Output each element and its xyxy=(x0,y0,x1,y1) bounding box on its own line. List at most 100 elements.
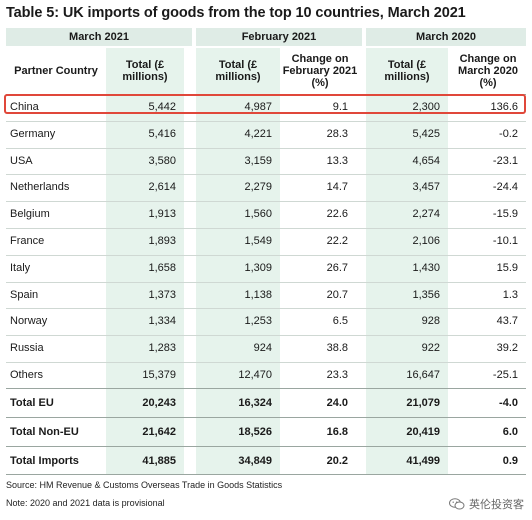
group-header-march-2020: March 2020 xyxy=(366,28,526,46)
table-row: Others 15,379 12,470 23.3 16,647 -25.1 xyxy=(6,365,526,385)
total-row: Total EU 20,243 16,324 24.0 21,079 -4.0 xyxy=(6,393,526,413)
wechat-icon xyxy=(449,498,465,510)
total-divider xyxy=(6,446,526,447)
cell-chg-mar20: 39.2 xyxy=(496,342,518,355)
cell-mar20: 2,300 xyxy=(412,101,440,113)
cell-feb21: 34,849 xyxy=(238,455,272,467)
cell-country: Spain xyxy=(10,288,39,301)
cell-chg-mar20: 0.9 xyxy=(502,455,518,467)
table-row: Italy 1,658 1,309 26.7 1,430 15.9 xyxy=(6,258,526,278)
china-row-highlight xyxy=(4,94,526,114)
cell-mar21: 20,243 xyxy=(142,397,176,409)
cell-chg-feb: 14.7 xyxy=(326,181,348,194)
cell-mar21: 1,913 xyxy=(148,208,176,221)
cell-mar21: 1,283 xyxy=(148,342,176,355)
cell-chg-mar20: -0.2 xyxy=(499,127,518,140)
row-divider xyxy=(6,281,526,283)
cell-chg-mar20: -15.9 xyxy=(492,208,518,221)
cell-feb21: 924 xyxy=(253,342,272,355)
cell-chg-feb: 26.7 xyxy=(326,261,348,274)
cell-mar21: 21,642 xyxy=(142,426,176,438)
cell-mar21: 1,658 xyxy=(148,261,176,274)
cell-chg-feb: 38.8 xyxy=(326,342,348,355)
cell-chg-feb: 23.3 xyxy=(326,369,348,381)
row-divider xyxy=(6,335,526,337)
row-divider xyxy=(6,308,526,310)
group-header-february-2021: February 2021 xyxy=(196,28,362,46)
cell-mar20: 1,430 xyxy=(412,261,440,274)
cell-chg-mar20: 15.9 xyxy=(496,261,518,274)
cell-mar21: 1,334 xyxy=(148,315,176,328)
cell-mar21: 15,379 xyxy=(142,369,176,381)
cell-country: Others xyxy=(10,369,44,381)
cell-feb21: 12,470 xyxy=(238,369,272,381)
cell-chg-mar20: -10.1 xyxy=(492,235,518,247)
cell-country: Italy xyxy=(10,261,31,274)
cell-country: Netherlands xyxy=(10,181,70,194)
col-header-mar21-total: Total (£ millions) xyxy=(122,59,168,83)
cell-chg-mar20: -25.1 xyxy=(492,369,518,381)
cell-chg-feb: 24.0 xyxy=(326,397,348,409)
total-divider xyxy=(6,388,526,389)
row-divider xyxy=(6,120,526,122)
col-header-mar20-total: Total (£ millions) xyxy=(384,59,430,83)
col-header-mar20-change: Change on March 2020 (%) xyxy=(458,53,518,89)
cell-chg-mar20: 136.6 xyxy=(490,101,518,113)
row-divider xyxy=(6,228,526,229)
cell-feb21: 4,221 xyxy=(244,127,272,140)
cell-country: France xyxy=(10,235,45,247)
cell-chg-mar20: 1.3 xyxy=(502,288,518,301)
cell-country: Total Imports xyxy=(10,455,79,467)
shade-col-mar21 xyxy=(106,48,184,474)
cell-chg-feb: 13.3 xyxy=(326,154,348,167)
cell-feb21: 1,560 xyxy=(244,208,272,221)
cell-mar20: 928 xyxy=(421,315,440,328)
cell-feb21: 3,159 xyxy=(244,154,272,167)
col-header-feb21-change: Change on February 2021 (%) xyxy=(282,53,358,89)
table-title: Table 5: UK imports of goods from the to… xyxy=(6,5,466,21)
table-row: Netherlands 2,614 2,279 14.7 3,457 -24.4 xyxy=(6,177,526,197)
cell-country: Norway xyxy=(10,315,48,328)
cell-mar20: 4,654 xyxy=(412,154,440,167)
cell-feb21: 16,324 xyxy=(238,397,272,409)
provisional-note: Note: 2020 and 2021 data is provisional xyxy=(6,498,165,508)
table-bottom-border xyxy=(6,474,526,475)
table-row: Spain 1,373 1,138 20.7 1,356 1.3 xyxy=(6,285,526,305)
total-row: Total Imports 41,885 34,849 20.2 41,499 0.9 xyxy=(6,451,526,471)
row-divider xyxy=(6,362,526,363)
row-divider xyxy=(6,174,526,176)
cell-country: Belgium xyxy=(10,208,50,221)
cell-mar20: 20,419 xyxy=(406,426,440,438)
watermark-text: 英伦投资客 xyxy=(469,499,524,511)
cell-mar21: 5,416 xyxy=(148,127,176,140)
table-row: Norway 1,334 1,253 6.5 928 43.7 xyxy=(6,311,526,331)
cell-chg-mar20: 6.0 xyxy=(502,426,518,438)
cell-country: Germany xyxy=(10,127,56,140)
cell-feb21: 2,279 xyxy=(244,181,272,194)
cell-chg-feb: 16.8 xyxy=(326,426,348,438)
row-divider xyxy=(6,201,526,203)
cell-mar20: 922 xyxy=(421,342,440,355)
cell-chg-feb: 6.5 xyxy=(332,315,348,328)
cell-mar20: 3,457 xyxy=(412,181,440,194)
cell-chg-mar20: -4.0 xyxy=(499,397,518,409)
cell-chg-mar20: 43.7 xyxy=(496,315,518,328)
cell-country: Total EU xyxy=(10,397,54,409)
cell-chg-feb: 9.1 xyxy=(332,101,348,113)
cell-mar20: 16,647 xyxy=(406,369,440,381)
cell-mar21: 1,373 xyxy=(148,288,176,301)
cell-mar21: 2,614 xyxy=(148,181,176,194)
cell-mar21: 41,885 xyxy=(142,455,176,467)
col-header-partner: Partner Country xyxy=(14,65,98,77)
cell-feb21: 1,309 xyxy=(244,261,272,274)
cell-chg-feb: 22.2 xyxy=(326,235,348,247)
cell-country: China xyxy=(10,101,39,113)
table-row: Belgium 1,913 1,560 22.6 2,274 -15.9 xyxy=(6,204,526,224)
cell-chg-feb: 22.6 xyxy=(326,208,348,221)
cell-feb21: 1,253 xyxy=(244,315,272,328)
table-row: Russia 1,283 924 38.8 922 39.2 xyxy=(6,338,526,358)
row-divider xyxy=(6,147,526,149)
cell-feb21: 4,987 xyxy=(244,101,272,113)
cell-mar20: 41,499 xyxy=(406,455,440,467)
watermark: 英伦投资客 xyxy=(449,496,524,512)
